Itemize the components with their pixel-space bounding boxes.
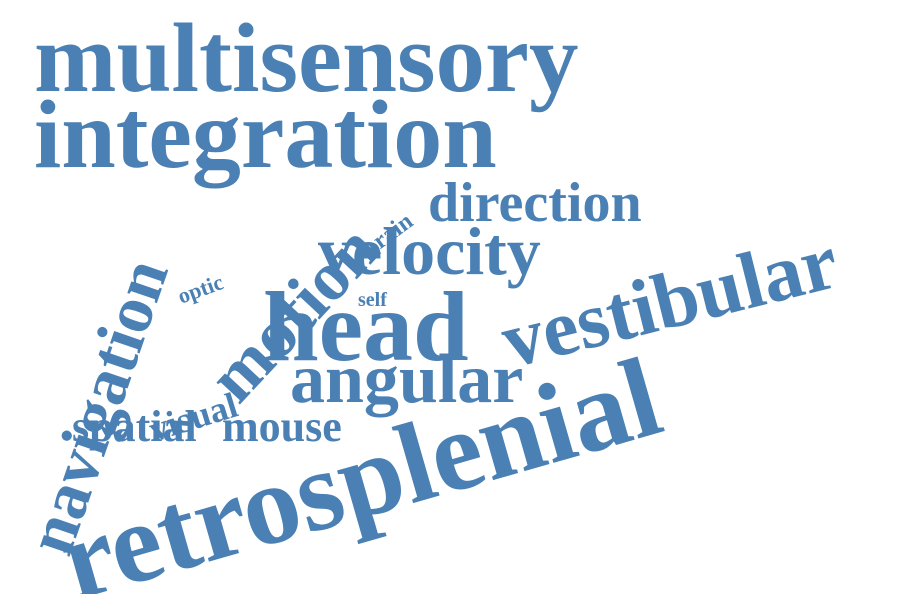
word-velocity: velocity: [318, 213, 541, 289]
word-optic: optic: [174, 269, 227, 309]
word-mouse: mouse: [222, 402, 342, 451]
word-direction: direction: [428, 172, 642, 234]
word-head: head: [263, 271, 469, 382]
word-integration: integration: [34, 81, 497, 189]
word-angular: angular: [290, 341, 524, 418]
word-self: self: [358, 289, 387, 311]
word-multisensory: multisensory: [34, 4, 579, 113]
word-spatial: spatial: [72, 402, 197, 451]
